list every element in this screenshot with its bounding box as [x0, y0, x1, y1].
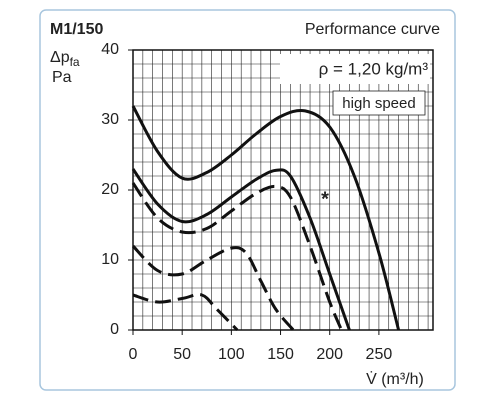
- x-tick-label: 250: [366, 346, 393, 363]
- line: [131, 244, 295, 331]
- line: [132, 293, 239, 332]
- annotation-box: [332, 90, 426, 116]
- x-tick-label: 200: [316, 346, 343, 363]
- annotation: *: [321, 188, 329, 210]
- annotation: ρ = 1,20 kg/m³: [319, 59, 429, 78]
- x-tick-label: 100: [218, 346, 245, 363]
- x-tick-label: 0: [129, 346, 138, 363]
- x-tick-label: 150: [267, 346, 294, 363]
- plot-border: [132, 49, 434, 331]
- y-tick-label: 10: [101, 251, 119, 268]
- line: [131, 182, 343, 331]
- annotation: high speed: [342, 95, 415, 112]
- chart-title: M1/150: [50, 21, 103, 38]
- y-label-main: Δp: [50, 49, 70, 66]
- y-label-sub: fa: [70, 55, 80, 69]
- y-unit: Pa: [52, 69, 72, 86]
- x-label: V̇ (m³/h): [366, 370, 424, 388]
- line: [131, 105, 401, 331]
- x-tick-label: 50: [173, 346, 191, 363]
- y-tick-label: 0: [110, 321, 119, 338]
- chart-subtitle: Performance curve: [305, 21, 440, 38]
- y-label: Δpfa: [50, 49, 80, 69]
- y-tick-label: 40: [101, 41, 119, 58]
- annotation-bg: [280, 54, 430, 84]
- line: [131, 168, 351, 331]
- y-tick-label: 20: [101, 181, 119, 198]
- y-tick-label: 30: [101, 111, 119, 128]
